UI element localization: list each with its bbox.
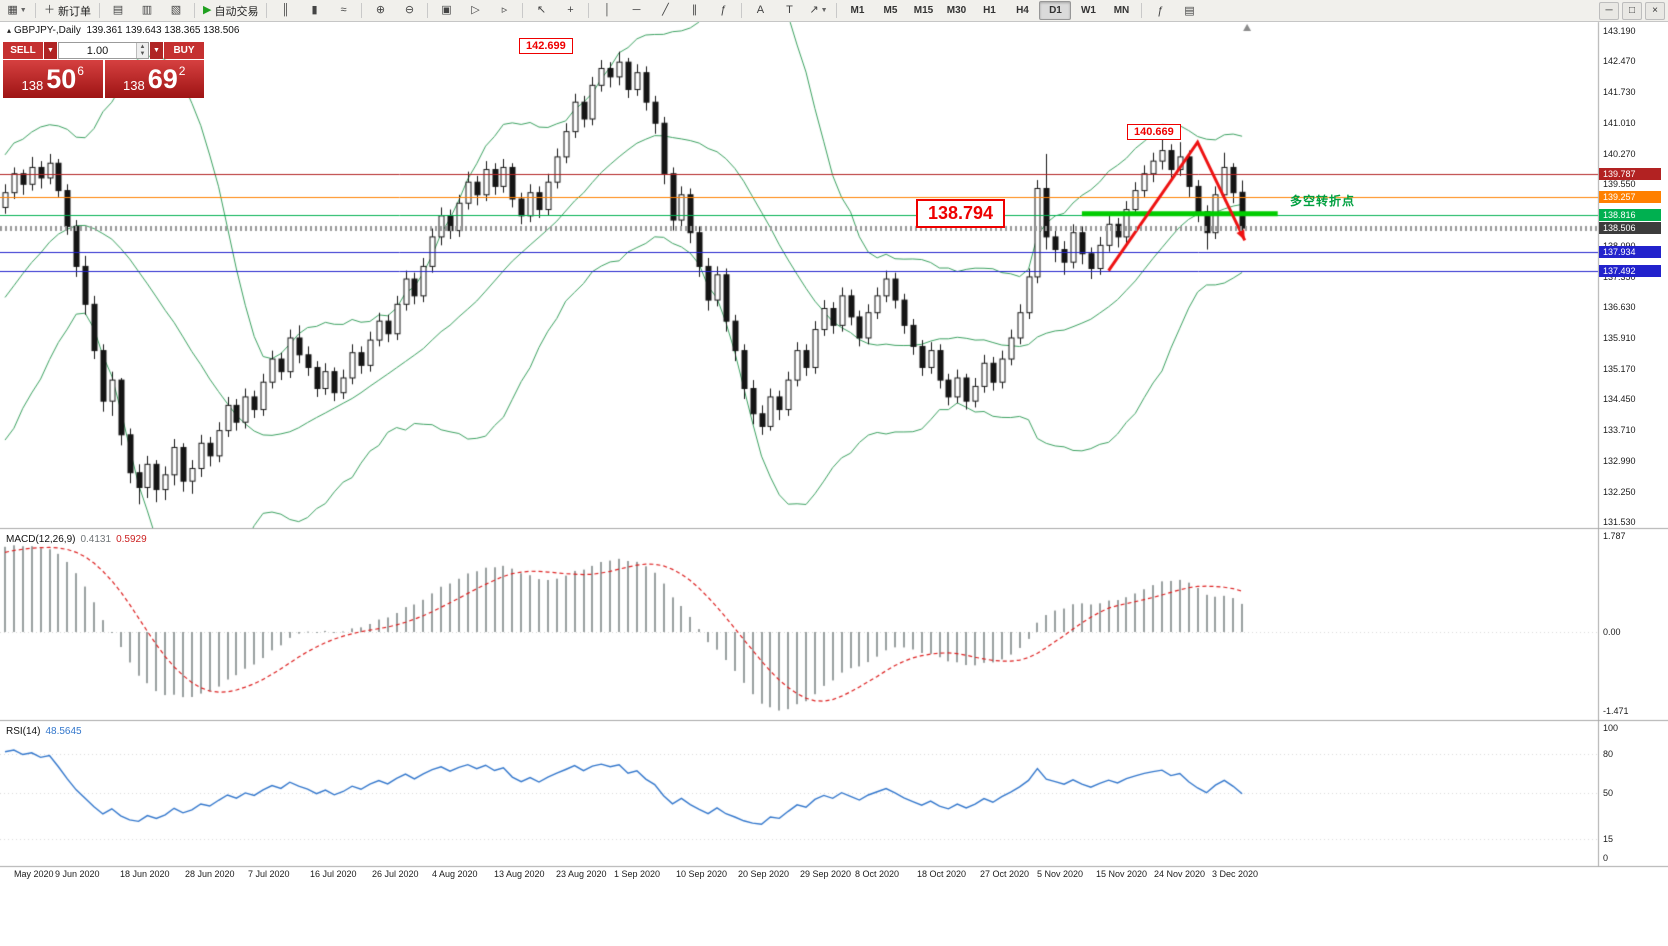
timeframe-m15-button[interactable]: M15	[913, 5, 934, 16]
new-order-button[interactable]: ＋新订单	[44, 4, 91, 18]
line-chart-icon[interactable]: ≈	[340, 4, 347, 16]
charts-menu-icon-dropdown-icon[interactable]: ▼	[19, 7, 27, 14]
toolbar-separator	[427, 3, 429, 18]
tile-windows-icon[interactable]: ▣	[441, 4, 452, 16]
timeframe-d1-button[interactable]: D1	[1039, 1, 1072, 20]
template-icon[interactable]: ▤	[1184, 5, 1195, 17]
text-icon[interactable]: A	[756, 4, 765, 16]
trendline-icon[interactable]: ╱	[662, 4, 669, 16]
close-button[interactable]: ×	[1645, 1, 1665, 20]
minimize-button[interactable]: ─	[1599, 1, 1619, 20]
timeframe-m1-button[interactable]: M1	[850, 5, 865, 16]
indicator-list-icon[interactable]: ƒ	[1157, 4, 1164, 17]
channel-icon[interactable]: ∥	[691, 4, 698, 16]
timeframe-h4-button[interactable]: H4	[1016, 5, 1029, 16]
horizontal-line-icon[interactable]: ─	[632, 4, 641, 16]
toolbar-separator	[836, 3, 838, 18]
arrows-icon[interactable]: ↗ ▼	[809, 4, 828, 16]
toolbar-separator	[266, 3, 268, 18]
restore-button[interactable]: □	[1622, 1, 1642, 20]
timeframe-h1-button[interactable]: H1	[983, 5, 996, 16]
auto-trading-button[interactable]: ▶ 自动交易	[203, 4, 259, 18]
toolbar-separator	[522, 3, 524, 18]
candlestick-icon[interactable]: ▮	[311, 4, 318, 16]
charts-menu-icon[interactable]: ▦ ▼	[7, 4, 27, 16]
timeframe-w1-button[interactable]: W1	[1080, 5, 1096, 16]
toolbar-separator	[361, 3, 363, 18]
toolbar-separator	[194, 3, 195, 18]
crosshair-icon[interactable]: +	[567, 4, 574, 16]
toolbar-separator	[588, 3, 590, 18]
data-window-icon[interactable]: ▥	[141, 4, 153, 16]
chart-shift-icon[interactable]: ▹	[501, 4, 508, 16]
bar-chart-icon[interactable]: ║	[281, 4, 290, 16]
vertical-line-icon[interactable]: │	[604, 4, 611, 16]
arrows-icon-dropdown-icon[interactable]: ▼	[820, 7, 828, 14]
cursor-icon[interactable]: ↖	[536, 4, 547, 16]
toolbar-separator	[741, 3, 743, 18]
zoom-out-icon[interactable]: ⊖	[404, 4, 415, 16]
timeframe-m30-button[interactable]: M30	[946, 5, 967, 16]
navigator-icon[interactable]: ▧	[170, 4, 182, 16]
text-label-icon[interactable]: T	[786, 4, 793, 16]
toolbar-separator	[1141, 3, 1143, 18]
timeframe-mn-button[interactable]: MN	[1113, 5, 1130, 16]
timeframe-m5-button[interactable]: M5	[883, 5, 898, 16]
fibonacci-icon[interactable]: ƒ	[720, 4, 727, 16]
toolbar-separator	[35, 3, 36, 18]
zoom-in-icon[interactable]: ⊕	[375, 4, 386, 16]
main-toolbar: ▦ ▼ ＋新订单 ▤ ▥ ▧ ▶ 自动交易 ║ ▮ ≈ ⊕ ⊖ ▣ ▷ ▹ ↖ + │ ─ ╱ ∥ ƒ A T ↗ ▼ M1 M5 M15…	[0, 0, 1668, 22]
toolbar-separator	[99, 3, 100, 18]
market-watch-icon[interactable]: ▤	[112, 4, 124, 16]
auto-scroll-icon[interactable]: ▷	[471, 4, 480, 16]
